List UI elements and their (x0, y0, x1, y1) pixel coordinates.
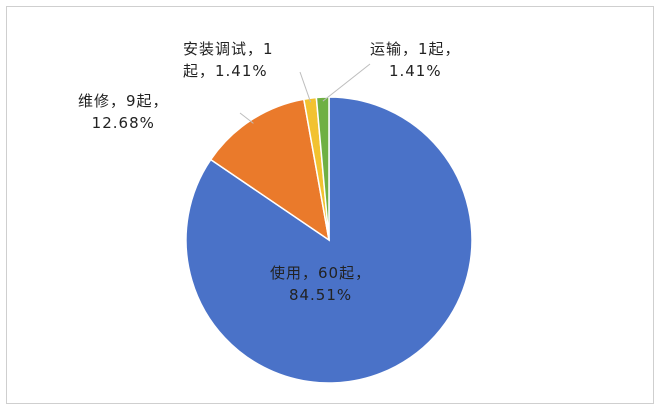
leader-line-install (299, 71, 312, 103)
leader-line-repair (239, 112, 254, 124)
data-label-repair: 维修，9起， 12.68% (78, 92, 169, 132)
data-label-install: 安装调试，1 起，1.41% (183, 40, 274, 80)
data-label-transport: 运输，1起， 1.41% (370, 40, 461, 80)
leader-line-transport (322, 63, 371, 102)
data-label-use: 使用，60起， 84.51% (270, 264, 372, 304)
pie-slice-3 (315, 96, 330, 241)
pie-slice-1 (209, 98, 331, 242)
